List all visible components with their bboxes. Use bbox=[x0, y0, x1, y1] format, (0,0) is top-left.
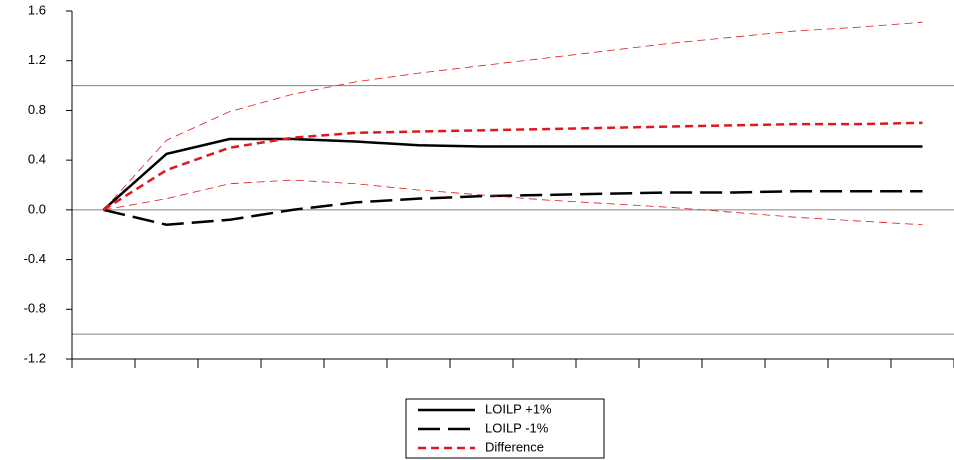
legend-label: LOILP -1% bbox=[485, 420, 549, 435]
y-tick-label: 0.4 bbox=[28, 152, 46, 167]
y-tick-label: 1.6 bbox=[28, 2, 46, 17]
legend-label: Difference bbox=[485, 439, 544, 454]
series-line bbox=[102, 137, 923, 211]
series-line bbox=[103, 179, 923, 226]
y-tick-label: 0.0 bbox=[28, 201, 46, 216]
y-tick-label: -0.4 bbox=[24, 251, 46, 266]
y-tick-label: 0.8 bbox=[28, 102, 46, 117]
series-line bbox=[102, 121, 923, 211]
series-line bbox=[103, 189, 923, 227]
y-tick-label: -1.2 bbox=[24, 350, 46, 365]
legend-label: LOILP +1% bbox=[485, 401, 552, 416]
y-tick-label: 1.2 bbox=[28, 52, 46, 67]
y-tick-label: -0.8 bbox=[24, 301, 46, 316]
series-line bbox=[103, 21, 923, 211]
